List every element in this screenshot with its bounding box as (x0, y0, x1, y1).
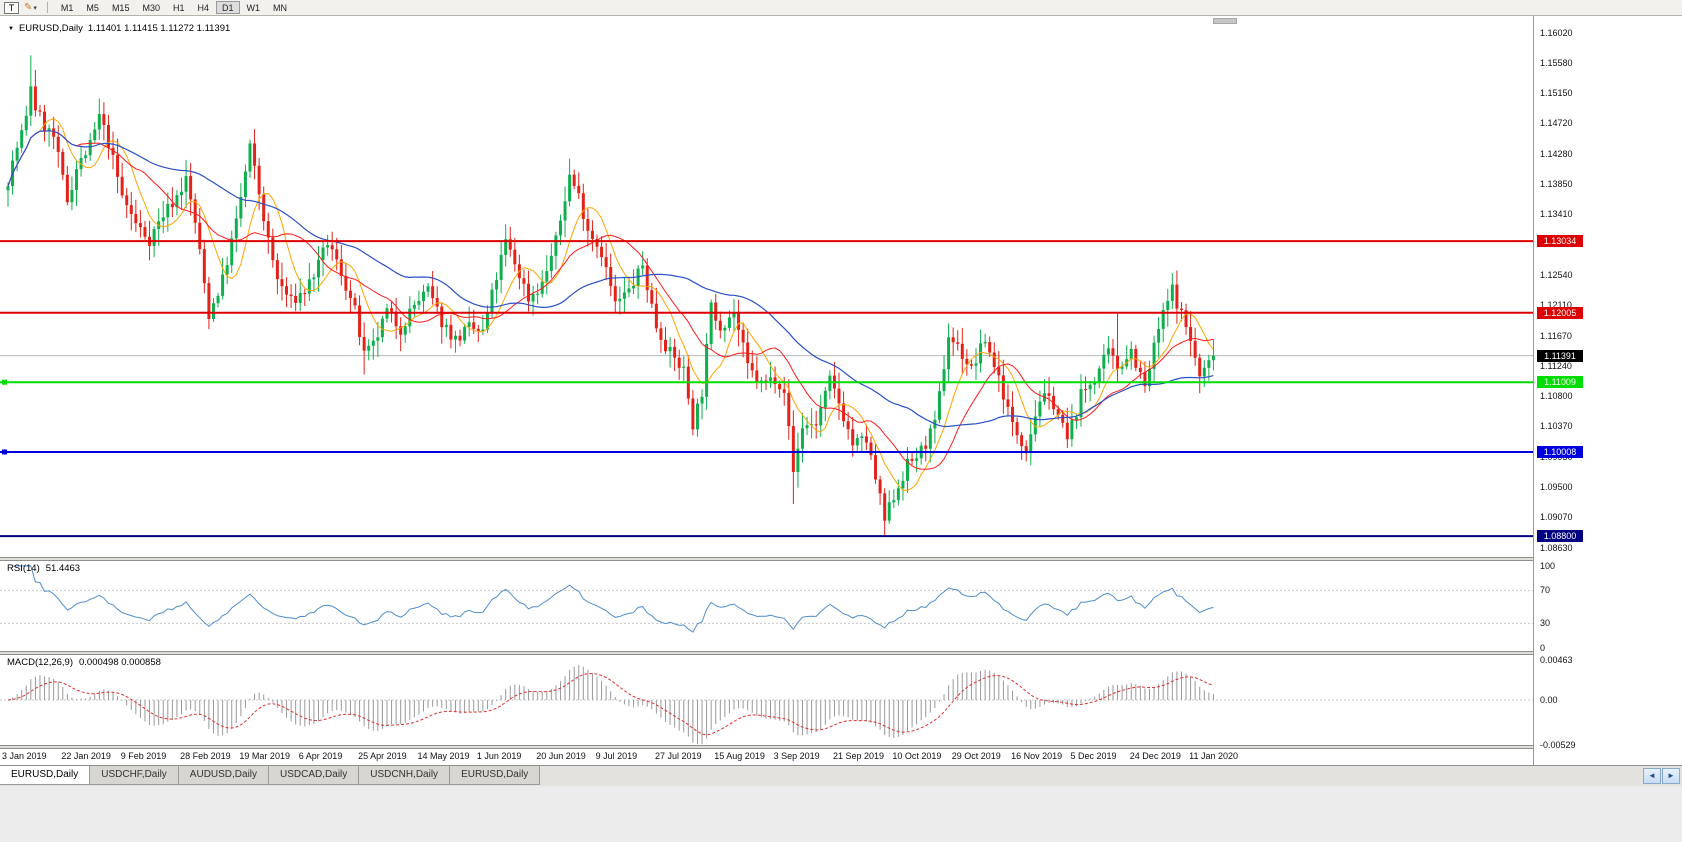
macd-tick-label: -0.00529 (1540, 740, 1576, 751)
timeframe-button-m5[interactable]: M5 (80, 1, 105, 14)
toolbar-separator (46, 2, 48, 13)
chart-tab-usdchf-daily[interactable]: USDCHF,Daily (89, 766, 179, 785)
pane-divider[interactable] (0, 745, 1682, 749)
chart-tab-eurusd-daily[interactable]: EURUSD,Daily (0, 766, 91, 785)
rsi-pane-canvas[interactable] (0, 561, 1533, 651)
date-tick-label: 3 Jan 2019 (2, 751, 47, 761)
price-level-chip: 1.13034 (1537, 235, 1583, 248)
date-tick-label: 28 Feb 2019 (180, 751, 231, 761)
price-tick-label: 1.14720 (1540, 118, 1573, 129)
text-tool-button[interactable]: T (4, 1, 19, 14)
timeframe-button-m15[interactable]: M15 (106, 1, 136, 14)
date-tick-label: 16 Nov 2019 (1011, 751, 1063, 761)
pane-divider[interactable] (0, 557, 1682, 561)
chart-ohlc-values: 1.11401 1.11415 1.11272 1.11391 (87, 23, 231, 34)
chart-symbol-period: EURUSD,Daily (18, 23, 83, 34)
timeframe-button-m1[interactable]: M1 (55, 1, 80, 14)
chart-tab-audusd-daily[interactable]: AUDUSD,Daily (177, 766, 270, 785)
timeframe-button-w1[interactable]: W1 (241, 1, 267, 14)
date-tick-label: 19 Mar 2019 (239, 751, 290, 761)
date-tick-label: 15 Aug 2019 (714, 751, 765, 761)
price-tick-label: 1.15580 (1540, 58, 1573, 69)
date-tick-label: 25 Apr 2019 (358, 751, 407, 761)
price-tick-label: 1.14280 (1540, 148, 1573, 159)
date-tick-label: 21 Sep 2019 (833, 751, 885, 761)
date-tick-label: 1 Jun 2019 (476, 751, 522, 761)
price-tick-label: 1.08630 (1540, 542, 1573, 553)
tab-scroll-left-button[interactable]: ◄ (1643, 768, 1661, 784)
date-tick-label: 29 Oct 2019 (951, 751, 1001, 761)
price-tick-label: 1.16020 (1540, 27, 1573, 38)
date-tick-label: 9 Feb 2019 (120, 751, 167, 761)
bid-price-chip: 1.11391 (1537, 349, 1583, 362)
chart-scrollbar-thumb[interactable] (1213, 18, 1237, 24)
price-axis[interactable]: 1.16020 1.15580 1.15150 1.14720 1.14280 1.138… (1533, 16, 1682, 765)
date-tick-label: 24 Dec 2019 (1129, 751, 1181, 761)
timeframe-button-group: M1 M5 M15 M30 H1 H4 D1 W1 MN (55, 1, 293, 14)
date-tick-label: 22 Jan 2019 (61, 751, 111, 761)
date-tick-label: 5 Dec 2019 (1070, 751, 1117, 761)
tab-scroll-right-button[interactable]: ► (1662, 768, 1680, 784)
chart-window: ▼ EURUSD,Daily 1.11401 1.11415 1.11272 1… (0, 16, 1682, 765)
timeframe-button-mn[interactable]: MN (267, 1, 293, 14)
macd-pane-canvas[interactable] (0, 655, 1533, 745)
dropdown-caret-icon: ▾ (33, 4, 37, 12)
chart-tabs: EURUSD,Daily USDCHF,Daily AUDUSD,Daily USDC… (0, 766, 541, 786)
date-tick-label: 6 Apr 2019 (298, 751, 343, 761)
price-tick-label: 1.13850 (1540, 178, 1573, 189)
date-tick-label: 3 Sep 2019 (773, 751, 820, 761)
chart-tab-bar: EURUSD,Daily USDCHF,Daily AUDUSD,Daily USDC… (0, 765, 1682, 786)
time-axis[interactable]: 3 Jan 2019 22 Jan 2019 9 Feb 2019 28 Feb 20… (0, 749, 1533, 765)
macd-values: 0.000498 0.000858 (79, 657, 161, 668)
collapse-marker-icon[interactable]: ▼ (8, 25, 14, 32)
date-tick-label: 27 Jul 2019 (654, 751, 702, 761)
price-level-chip: 1.08800 (1537, 530, 1583, 543)
rsi-indicator-label: RSI(14) 51.4463 (7, 563, 80, 574)
rsi-value: 51.4463 (45, 563, 81, 574)
pencil-icon: ✎ (24, 1, 33, 13)
macd-tick-label: 0.00463 (1540, 654, 1573, 665)
date-tick-label: 20 Jun 2019 (536, 751, 586, 761)
macd-name: MACD(12,26,9) (7, 657, 73, 668)
chart-tab-eurusd-daily-2[interactable]: EURUSD,Daily (449, 766, 541, 785)
date-tick-label: 11 Jan 2020 (1189, 751, 1239, 761)
price-tick-label: 1.09070 (1540, 511, 1573, 522)
price-tick-label: 1.12540 (1540, 270, 1573, 281)
price-tick-label: 1.11240 (1540, 360, 1572, 371)
top-toolbar: T ✎ ▾ M1 M5 M15 M30 H1 H4 D1 W1 MN (0, 0, 1682, 16)
timeframe-button-h1[interactable]: H1 (167, 1, 191, 14)
price-tick-label: 1.10800 (1540, 391, 1573, 402)
chart-tab-usdcad-daily[interactable]: USDCAD,Daily (268, 766, 360, 785)
price-tick-label: 1.15150 (1540, 88, 1573, 99)
date-tick-label: 9 Jul 2019 (595, 751, 638, 761)
tab-scroll-controls: ◄ ► (1643, 766, 1682, 786)
price-level-chip: 1.11009 (1537, 376, 1583, 389)
timeframe-button-m30[interactable]: M30 (136, 1, 166, 14)
rsi-tick-label: 100 (1540, 560, 1556, 571)
date-tick-label: 10 Oct 2019 (892, 751, 942, 761)
draw-tool-button[interactable]: ✎ ▾ (21, 1, 40, 14)
chart-ohlc-label: ▼ EURUSD,Daily 1.11401 1.11415 1.11272 1… (8, 23, 230, 34)
macd-tick-label: 0.00 (1540, 694, 1558, 705)
rsi-tick-label: 70 (1540, 585, 1551, 596)
price-tick-label: 1.12110 (1540, 299, 1572, 310)
rsi-name: RSI(14) (7, 563, 40, 574)
price-chart-canvas[interactable] (0, 16, 1533, 557)
rsi-tick-label: 30 (1540, 617, 1551, 628)
rsi-tick-label: 0 (1540, 642, 1546, 653)
price-tick-label: 1.09500 (1540, 481, 1573, 492)
chart-tab-usdcnh-daily[interactable]: USDCNH,Daily (358, 766, 451, 785)
macd-indicator-label: MACD(12,26,9) 0.000498 0.000858 (7, 657, 161, 668)
date-tick-label: 14 May 2019 (417, 751, 470, 761)
pane-divider[interactable] (0, 651, 1682, 655)
price-level-chip: 1.10008 (1537, 445, 1583, 458)
price-tick-label: 1.13410 (1540, 209, 1573, 220)
price-tick-label: 1.10370 (1540, 421, 1573, 432)
timeframe-button-d1[interactable]: D1 (216, 1, 240, 14)
timeframe-button-h4[interactable]: H4 (191, 1, 215, 14)
price-level-chip: 1.12005 (1537, 306, 1583, 319)
price-tick-label: 1.11670 (1540, 330, 1572, 341)
